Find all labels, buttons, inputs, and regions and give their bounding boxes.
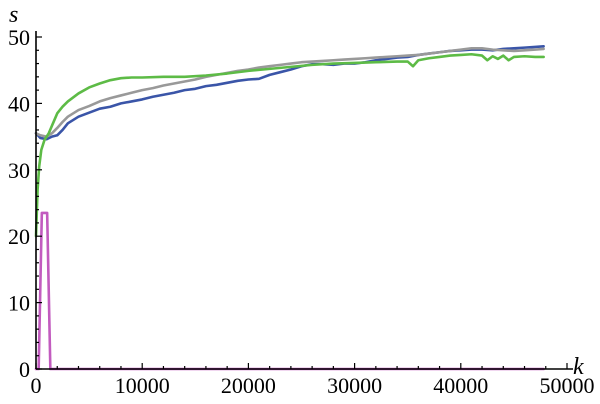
series-line-1 [34, 45, 545, 141]
y-axis-label: s [9, 2, 18, 28]
y-tick-label: 50 [8, 25, 30, 50]
series-line-4 [34, 211, 545, 371]
x-tick-label: 10000 [115, 373, 170, 398]
y-tick-label: 40 [8, 91, 30, 116]
y-tick-label: 20 [8, 224, 30, 249]
series-layer [34, 45, 545, 371]
series-line-3 [34, 52, 545, 238]
x-tick-label: 40000 [433, 373, 488, 398]
x-tick-label: 50000 [540, 373, 595, 398]
x-tick-label: 0 [31, 373, 42, 398]
axis-layer: 0 10000 20000 30000 40000 50000 0 10 20 30 40 50 [8, 25, 595, 398]
series-line-2 [34, 46, 545, 138]
y-tick-label: 10 [8, 291, 30, 316]
y-tick-label: 30 [8, 158, 30, 183]
x-tick-label: 30000 [327, 373, 382, 398]
x-axis-label: k [573, 354, 584, 380]
y-tick-label: 0 [19, 357, 30, 382]
x-tick-label: 20000 [221, 373, 276, 398]
